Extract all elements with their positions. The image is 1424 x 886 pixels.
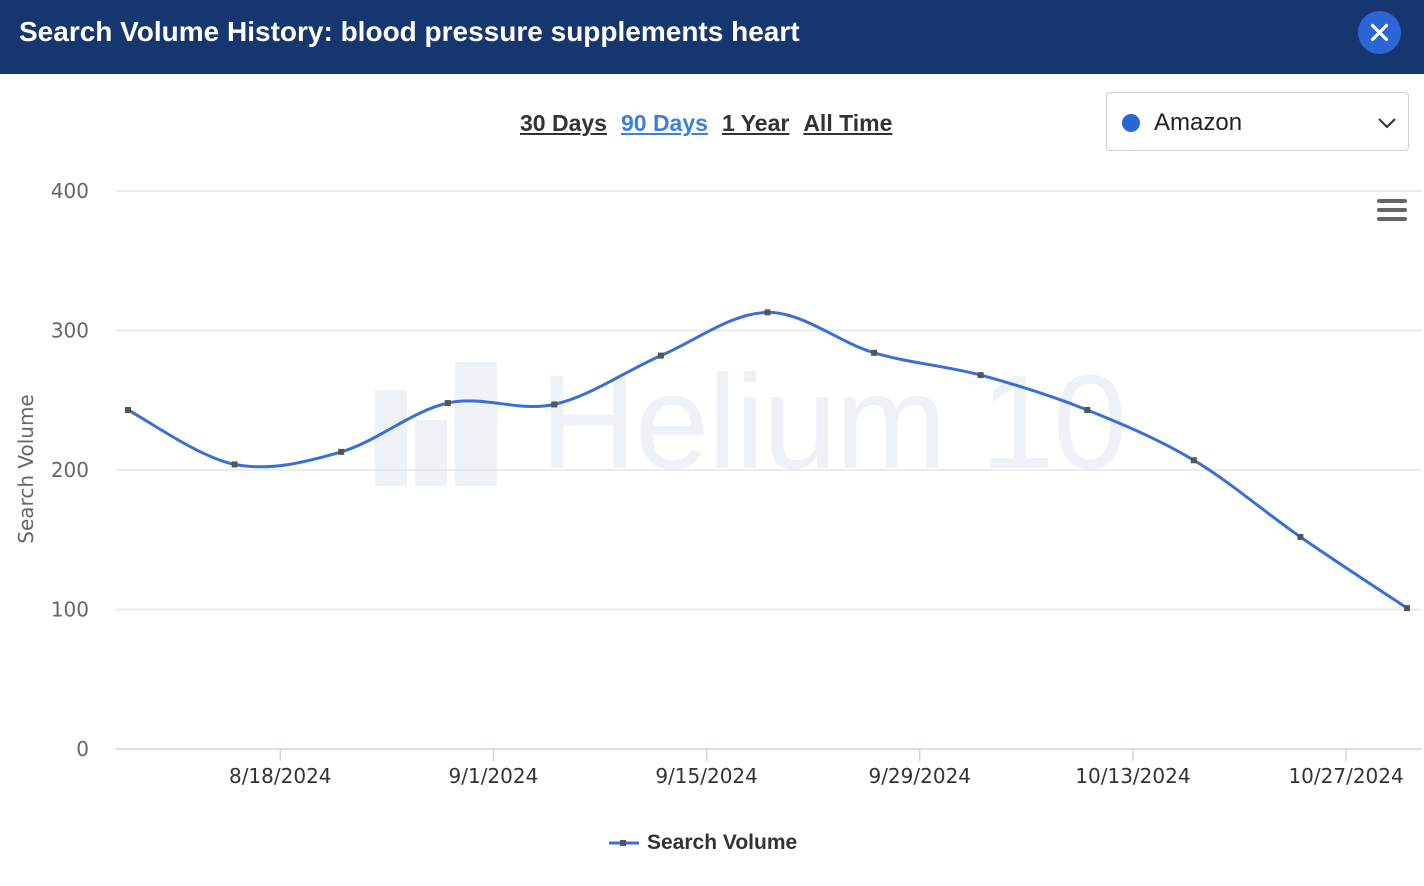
range-tab-1-year[interactable]: 1 Year [721, 110, 790, 136]
x-tick-label: 8/18/2024 [229, 764, 332, 788]
x-axis: 8/18/2024 9/1/2024 9/15/2024 9/29/2024 10/13… [229, 749, 1404, 788]
data-point [1084, 407, 1091, 414]
y-tick-label: 0 [76, 737, 89, 761]
range-tab-all-time[interactable]: All Time [803, 110, 893, 136]
x-tick-label: 9/15/2024 [655, 764, 758, 788]
x-tick-label: 10/13/2024 [1075, 764, 1190, 788]
data-point [551, 401, 558, 408]
x-tick-label: 9/1/2024 [449, 764, 539, 788]
series-markers [125, 309, 1410, 612]
marketplace-select[interactable]: Amazon [1106, 92, 1409, 151]
data-point [1297, 533, 1304, 540]
hamburger-menu-icon[interactable] [1376, 198, 1408, 224]
series-line-search-volume[interactable] [127, 310, 1408, 610]
chart-grid [116, 190, 1422, 750]
legend-label: Search Volume [647, 831, 798, 854]
data-point [444, 400, 451, 407]
data-point [871, 349, 878, 356]
close-icon [1370, 23, 1389, 42]
data-point [338, 448, 345, 455]
data-point [231, 461, 238, 468]
y-axis-labels: 0 100 200 300 400 [51, 179, 89, 761]
marketplace-dot-icon [1122, 114, 1140, 132]
data-point [1190, 457, 1197, 464]
helium10-logo-icon [375, 362, 497, 486]
data-point [764, 309, 771, 316]
y-axis-title: Search Volume [14, 394, 38, 543]
x-tick-label: 9/29/2024 [868, 764, 971, 788]
data-point [1404, 605, 1410, 612]
y-tick-label: 400 [51, 179, 89, 203]
watermark-text: Helium 10 [540, 348, 1127, 497]
close-button[interactable] [1358, 11, 1401, 54]
x-tick-label: 10/27/2024 [1288, 764, 1403, 788]
range-tab-90-days[interactable]: 90 Days [620, 110, 708, 136]
y-tick-label: 200 [51, 458, 89, 482]
modal-header: Search Volume History: blood pressure su… [0, 0, 1424, 74]
range-tab-30-days[interactable]: 30 Days [520, 110, 607, 136]
data-point [125, 407, 131, 414]
data-point [977, 372, 984, 379]
helium10-watermark: Helium 10 [375, 356, 1127, 492]
time-range-tabs: 30 Days 90 Days 1 Year All Time [520, 108, 892, 138]
legend-line-icon [609, 840, 639, 846]
modal-title: Search Volume History: blood pressure su… [19, 16, 800, 47]
y-tick-label: 100 [51, 598, 89, 622]
marketplace-selected-value: Amazon [1154, 109, 1243, 136]
chevron-down-icon [1378, 118, 1396, 129]
y-tick-label: 300 [51, 319, 89, 343]
data-point [657, 352, 664, 359]
